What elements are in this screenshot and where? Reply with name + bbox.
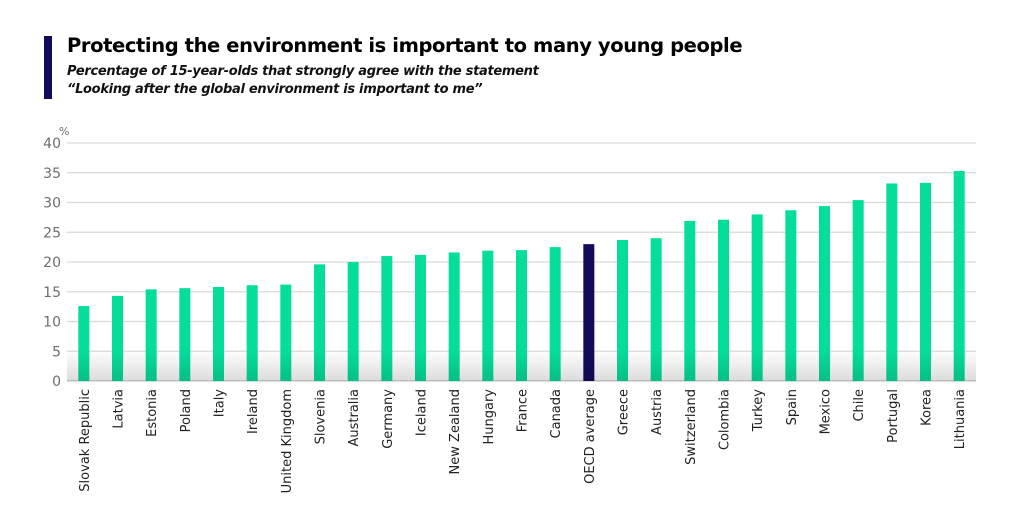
bar: [448, 252, 460, 381]
subtitle-line-1: Percentage of 15-year-olds that strongly…: [67, 64, 539, 79]
bar: [246, 285, 258, 381]
title-accent-bar: [44, 36, 52, 99]
x-tick-label: France: [516, 389, 531, 432]
y-axis-unit-label: %: [59, 125, 69, 138]
x-axis: Slovak Republic Latvia Estonia Poland Italy I…: [78, 389, 968, 494]
bar: [415, 254, 426, 381]
x-tick-label: Ireland: [246, 389, 261, 434]
x-tick-label: Estonia: [145, 389, 160, 437]
bar: [718, 219, 729, 381]
x-tick-label: Slovenia: [314, 389, 329, 444]
y-tick-label: 0: [52, 374, 61, 390]
bar: [886, 183, 898, 381]
bars: [78, 170, 965, 382]
x-tick-label: United Kingdom: [280, 389, 295, 493]
y-tick-label: 5: [52, 344, 61, 360]
x-tick-label: Austria: [650, 389, 665, 435]
bar: [347, 262, 359, 381]
bar: [617, 239, 628, 381]
x-tick-label: Chile: [852, 389, 867, 422]
y-tick-label: 10: [43, 315, 61, 331]
x-tick-label: Latvia: [112, 389, 127, 429]
bar: [145, 289, 157, 381]
bar: [112, 295, 123, 381]
bar: [482, 250, 494, 381]
x-tick-label: Turkey: [751, 389, 766, 433]
bar-oecd-average: [583, 244, 595, 381]
chart-subtitle: Percentage of 15-year-olds that strongly…: [67, 63, 539, 99]
bar: [78, 306, 90, 381]
y-tick-label: 30: [43, 196, 61, 212]
bar: [516, 250, 527, 381]
x-tick-label: OECD average: [583, 389, 598, 484]
y-tick-label: 35: [43, 166, 61, 182]
floor-shade: [67, 350, 976, 381]
x-tick-label: Hungary: [482, 389, 497, 445]
x-tick-label: Australia: [347, 389, 362, 447]
x-tick-label: Italy: [213, 389, 228, 418]
bar: [179, 288, 191, 381]
bar: [381, 256, 393, 381]
x-tick-label: Korea: [920, 389, 935, 426]
x-tick-label: Germany: [381, 389, 396, 449]
x-tick-label: Lithuania: [953, 389, 968, 449]
bar: [920, 182, 931, 381]
y-tick-label: 20: [43, 255, 61, 271]
bar: [314, 264, 325, 381]
bar: [213, 286, 224, 381]
bar: [852, 200, 864, 381]
x-tick-label: Canada: [549, 389, 564, 438]
y-axis: 0 5 10 15 20 25 30 35 40: [43, 136, 61, 390]
bar: [751, 214, 763, 381]
bar: [549, 247, 561, 382]
bar: [684, 220, 696, 381]
x-tick-label: Spain: [785, 389, 800, 425]
x-tick-label: Colombia: [718, 389, 733, 450]
x-tick-label: Portugal: [886, 389, 901, 443]
x-tick-label: Poland: [179, 389, 194, 432]
x-tick-label: Greece: [617, 389, 632, 435]
chart-title: Protecting the environment is important …: [67, 34, 743, 57]
bar: [650, 238, 662, 381]
bar: [785, 210, 797, 381]
x-tick-label: Switzerland: [684, 389, 699, 465]
bar: [280, 284, 292, 381]
x-tick-label: Slovak Republic: [78, 389, 93, 492]
bar: [819, 206, 830, 381]
x-tick-label: Iceland: [415, 389, 430, 436]
y-tick-label: 15: [43, 285, 61, 301]
y-tick-label: 40: [43, 136, 61, 152]
bar: [953, 170, 965, 381]
x-tick-label: Mexico: [819, 389, 834, 434]
subtitle-line-2: “Looking after the global environment is…: [67, 82, 483, 97]
x-tick-label: New Zealand: [448, 389, 463, 474]
y-tick-label: 25: [43, 225, 61, 241]
